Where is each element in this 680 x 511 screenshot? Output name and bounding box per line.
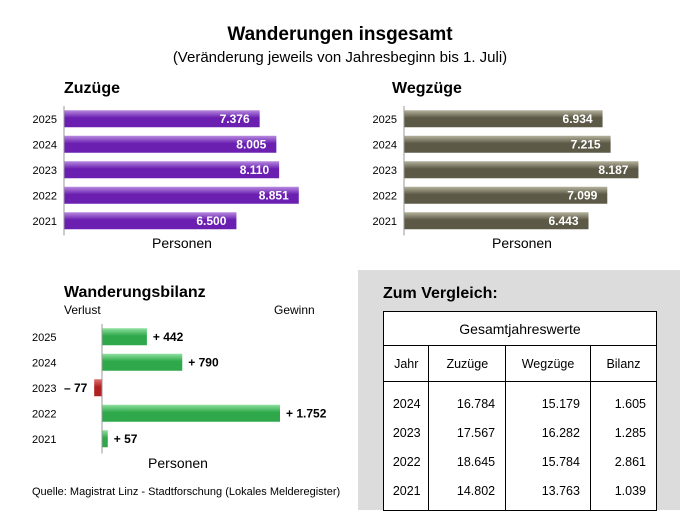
- wegzuege-title: Wegzüge: [392, 80, 462, 97]
- zuzuege-xlabel: Personen: [152, 235, 212, 251]
- bilanz-value-label: + 790: [188, 355, 219, 369]
- bilanz-bar: [94, 379, 102, 397]
- zuzuege-tick-label: 2023: [33, 165, 57, 177]
- table-cell: 1.285: [589, 418, 658, 447]
- table-cell: 16.282: [505, 418, 591, 447]
- zuzuege-value-label: 8.851: [259, 188, 289, 202]
- zuzuege-bar: [64, 135, 277, 153]
- table-cell: 14.802: [428, 476, 507, 511]
- zuzuege-tick-label: 2025: [33, 114, 57, 126]
- table-row: 2024 16.784 15.179 1.605: [382, 381, 658, 418]
- comparison-table: Gesamtjahreswerte Jahr Zuzüge Wegzüge Bi…: [382, 311, 658, 511]
- wegzuege-tick-label: 2023: [373, 165, 397, 177]
- table-cell: 2023: [382, 418, 430, 447]
- table-cell: 1.605: [589, 381, 658, 418]
- wegzuege-bar: [404, 135, 611, 153]
- wegzuege-value-label: 6.934: [563, 112, 593, 126]
- bilanz-bar: [102, 430, 108, 448]
- table-row: 2021 14.802 13.763 1.039: [382, 476, 658, 511]
- zuzuege-bar: [64, 212, 237, 230]
- wegzuege-bar: [404, 186, 608, 204]
- zuzuege-tick-label: 2022: [33, 190, 57, 202]
- table-header-wegzuege: Wegzüge: [505, 345, 591, 382]
- wegzuege-tick-label: 2025: [373, 114, 397, 126]
- bilanz-tick-label: 2022: [32, 408, 56, 420]
- table-cell: 2.861: [589, 447, 658, 476]
- verlust-label: Verlust: [64, 303, 101, 317]
- table-cell: 16.784: [428, 381, 507, 418]
- zuzuege-value-label: 7.376: [220, 112, 250, 126]
- wegzuege-bar: [404, 212, 589, 230]
- bilanz-tick-label: 2024: [32, 357, 56, 369]
- zuzuege-bar: [64, 161, 280, 179]
- zuzuege-value-label: 8.110: [240, 163, 270, 177]
- wegzuege-value-label: 8.187: [598, 163, 628, 177]
- table-cell: 15.179: [505, 381, 591, 418]
- table-cell: 1.039: [589, 476, 658, 511]
- table-cell: 2022: [382, 447, 430, 476]
- bilanz-xlabel: Personen: [148, 455, 208, 471]
- gewinn-label: Gewinn: [274, 303, 315, 317]
- bilanz-bar: [102, 353, 183, 371]
- table-cell: 15.784: [505, 447, 591, 476]
- page-subtitle: (Veränderung jeweils von Jahresbeginn bi…: [172, 49, 508, 66]
- table-header-zuzuege: Zuzüge: [428, 345, 507, 382]
- bilanz-value-label: + 442: [153, 330, 184, 344]
- wegzuege-value-label: 7.099: [567, 188, 597, 202]
- bilanz-tick-label: 2023: [32, 383, 56, 395]
- table-header-bilanz: Bilanz: [589, 345, 658, 382]
- table-cell: 18.645: [428, 447, 507, 476]
- page-title: Wanderungen insgesamt: [227, 24, 453, 45]
- zuzuege-value-label: 8.005: [236, 137, 266, 151]
- wegzuege-bar: [404, 161, 639, 179]
- table-cell: 2024: [382, 381, 430, 418]
- wegzuege-value-label: 6.443: [548, 214, 578, 228]
- wegzuege-tick-label: 2022: [373, 190, 397, 202]
- bilanz-value-label: + 1.752: [286, 406, 327, 420]
- bilanz-bar: [102, 328, 147, 346]
- zuzuege-value-label: 6.500: [196, 214, 226, 228]
- bilanz-tick-label: 2025: [32, 332, 56, 344]
- zuzuege-bar: [64, 186, 299, 204]
- table-cell: 17.567: [428, 418, 507, 447]
- table-row: 2022 18.645 15.784 2.861: [382, 447, 658, 476]
- zuzuege-tick-label: 2021: [33, 216, 57, 228]
- zuzuege-tick-label: 2024: [33, 139, 57, 151]
- comparison-title: Zum Vergleich:: [383, 285, 498, 302]
- wegzuege-bar: [404, 110, 603, 128]
- zuzuege-chart: 2025 7.376 2024 8.005 2023 8.110 2022 8.851 2021…: [33, 106, 299, 251]
- table-caption: Gesamtjahreswerte: [383, 311, 657, 346]
- bilanz-value-label: – 77: [64, 381, 88, 395]
- table-row: 2023 17.567 16.282 1.285: [382, 418, 658, 447]
- wegzuege-xlabel: Personen: [492, 235, 552, 251]
- source-note: Quelle: Magistrat Linz - Stadtforschung …: [32, 486, 341, 498]
- bilanz-tick-label: 2021: [32, 434, 56, 446]
- wegzuege-chart: 2025 6.934 2024 7.215 2023 8.187 2022 7.099 2021…: [373, 106, 639, 251]
- zuzuege-title: Zuzüge: [64, 80, 120, 97]
- table-header-jahr: Jahr: [382, 345, 430, 382]
- bilanz-title: Wanderungsbilanz: [64, 284, 206, 301]
- bilanz-bar: [102, 404, 280, 422]
- table-cell: 2021: [382, 476, 430, 511]
- table-cell: 13.763: [505, 476, 591, 511]
- zuzuege-bar: [64, 110, 260, 128]
- bilanz-value-label: + 57: [114, 432, 138, 446]
- wegzuege-tick-label: 2021: [373, 216, 397, 228]
- wegzuege-value-label: 7.215: [571, 137, 601, 151]
- bilanz-chart: 2025 + 442 2024 + 790 2023 – 77 2022 + 1.752 202…: [32, 324, 327, 471]
- wegzuege-tick-label: 2024: [373, 139, 397, 151]
